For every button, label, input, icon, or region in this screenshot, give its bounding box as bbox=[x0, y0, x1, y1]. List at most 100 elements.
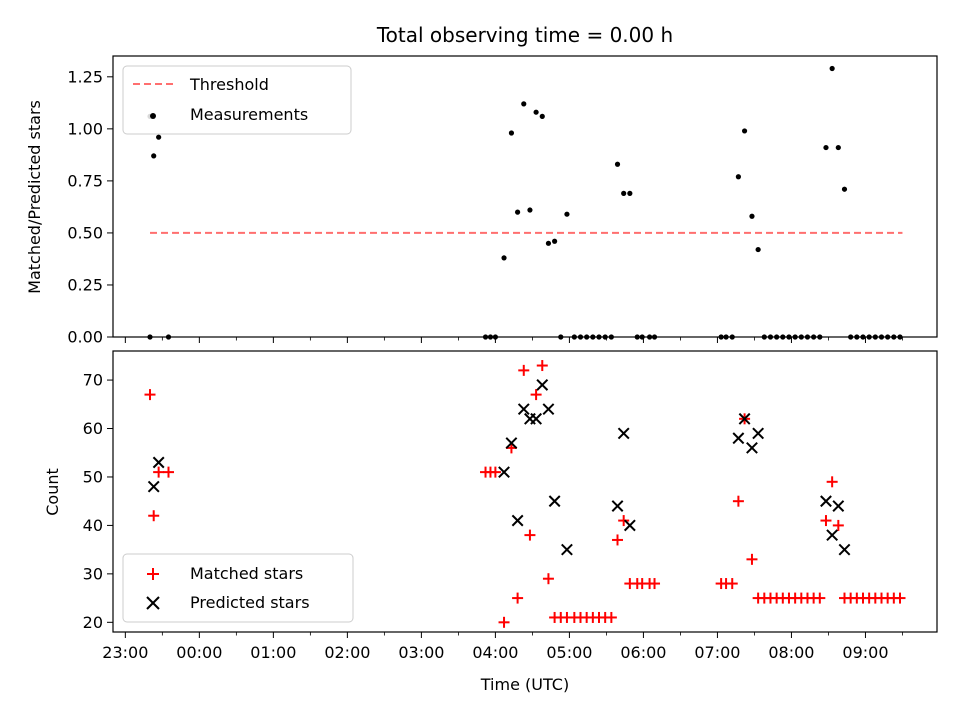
measurement-point bbox=[539, 113, 545, 119]
measurement-point bbox=[501, 255, 507, 261]
counts-x-tick-label: 01:00 bbox=[250, 643, 296, 662]
counts-y-axis-label: Count bbox=[43, 468, 62, 516]
matched-star-point bbox=[726, 578, 738, 590]
predicted-star-point bbox=[611, 500, 624, 512]
counts-panel: 20 30 40 50 60 70 23:00 00:00 01:00 02:00 03:00 04… bbox=[43, 350, 938, 694]
matched-star-point bbox=[814, 592, 826, 604]
matched-star-point bbox=[518, 364, 530, 376]
counts-legend: Matched stars Predicted stars bbox=[122, 553, 354, 623]
measurement-point bbox=[545, 240, 552, 246]
measurement-point bbox=[841, 186, 848, 192]
predicted-legend-label: Predicted stars bbox=[190, 593, 310, 612]
counts-marks bbox=[144, 360, 906, 628]
measurement-point bbox=[735, 174, 742, 180]
ratio-y-tick-label: 1.25 bbox=[67, 67, 103, 86]
ratio-y-axis-label: Matched/Predicted stars bbox=[25, 100, 44, 294]
chart-title: Total observing time = 0.00 h bbox=[376, 23, 673, 47]
predicted-star-point bbox=[838, 543, 851, 556]
predicted-star-point bbox=[517, 403, 530, 416]
matched-star-point bbox=[649, 578, 661, 590]
predicted-star-point bbox=[542, 403, 555, 416]
matched-star-point bbox=[153, 466, 165, 478]
matched-star-point bbox=[536, 360, 548, 372]
measurement-point bbox=[741, 128, 748, 134]
counts-x-tick-label: 02:00 bbox=[324, 643, 370, 662]
ratio-axes-frame bbox=[112, 55, 938, 338]
matched-star-point bbox=[524, 529, 536, 541]
measurement-point bbox=[508, 130, 515, 136]
predicted-star-point bbox=[832, 500, 845, 512]
counts-x-tick-label: 08:00 bbox=[768, 643, 814, 662]
measurement-point bbox=[835, 144, 841, 151]
matched-star-point bbox=[542, 573, 554, 585]
matched-star-point bbox=[148, 510, 160, 522]
measurement-point bbox=[514, 209, 521, 215]
measurement-point bbox=[749, 213, 755, 219]
predicted-star-point bbox=[732, 432, 745, 445]
measurement-point bbox=[823, 144, 829, 151]
counts-x-tick-label: 09:00 bbox=[842, 643, 888, 662]
predicted-star-point bbox=[561, 543, 573, 556]
counts-y-ticks: 20 30 40 50 60 70 bbox=[83, 371, 113, 632]
counts-x-tick-label: 07:00 bbox=[694, 643, 740, 662]
measurements-legend-swatch bbox=[150, 113, 156, 119]
threshold-legend-label: Threshold bbox=[189, 75, 269, 94]
matched-star-point bbox=[605, 611, 617, 623]
ratio-x-ticks bbox=[124, 337, 903, 343]
measurement-point bbox=[533, 109, 539, 115]
predicted-star-point bbox=[623, 519, 636, 532]
counts-x-tick-label: 03:00 bbox=[398, 643, 444, 662]
matched-star-point bbox=[832, 519, 844, 531]
matched-star-point bbox=[612, 534, 624, 546]
counts-y-tick-label: 20 bbox=[83, 613, 103, 632]
predicted-star-point bbox=[152, 456, 165, 469]
predicted-star-point bbox=[511, 514, 524, 527]
predicted-star-point bbox=[826, 529, 839, 542]
predicted-star-point bbox=[752, 427, 765, 440]
counts-y-tick-label: 60 bbox=[83, 419, 103, 438]
counts-y-tick-label: 30 bbox=[83, 564, 103, 583]
predicted-legend-swatch bbox=[146, 596, 160, 610]
measurement-point bbox=[627, 190, 633, 196]
counts-y-tick-label: 70 bbox=[83, 371, 103, 390]
matched-star-point bbox=[489, 466, 501, 478]
matched-star-point bbox=[530, 389, 542, 401]
matched-star-point bbox=[163, 466, 175, 478]
ratio-y-tick-label: 1.00 bbox=[67, 119, 103, 138]
x-axis-label: Time (UTC) bbox=[480, 675, 569, 694]
matched-star-point bbox=[894, 592, 906, 604]
predicted-star-point bbox=[548, 495, 561, 508]
counts-x-tick-label: 00:00 bbox=[176, 643, 222, 662]
matched-star-point bbox=[498, 616, 510, 628]
matched-star-point bbox=[826, 476, 838, 488]
counts-x-tick-label: 05:00 bbox=[546, 643, 592, 662]
measurements-legend-label: Measurements bbox=[190, 105, 308, 124]
counts-x-ticks: 23:00 00:00 01:00 02:00 03:00 04:00 05:00 06:00… bbox=[102, 632, 903, 662]
predicted-star-point bbox=[147, 480, 160, 493]
measurement-point bbox=[156, 134, 162, 140]
predicted-star-point bbox=[820, 495, 832, 508]
predicted-star-point bbox=[738, 412, 751, 425]
measurement-point bbox=[552, 238, 558, 244]
counts-y-tick-label: 40 bbox=[83, 516, 103, 535]
counts-x-tick-label: 06:00 bbox=[620, 643, 666, 662]
matched-star-point bbox=[732, 495, 744, 507]
counts-legend-box bbox=[122, 553, 354, 623]
measurement-point bbox=[621, 190, 627, 196]
ratio-y-tick-label: 0.25 bbox=[67, 275, 103, 294]
measurement-point bbox=[829, 65, 835, 72]
counts-x-tick-label: 04:00 bbox=[472, 643, 518, 662]
matched-star-point bbox=[512, 592, 524, 604]
measurement-point bbox=[755, 246, 761, 253]
measurement-point bbox=[521, 101, 527, 107]
counts-axes-frame bbox=[112, 350, 938, 633]
ratio-y-ticks: 0.00 0.25 0.50 0.75 1.00 1.25 bbox=[67, 67, 113, 347]
predicted-star-point bbox=[505, 437, 518, 449]
matched-legend-swatch bbox=[147, 568, 159, 580]
predicted-star-point bbox=[530, 412, 543, 425]
measurement-point bbox=[614, 161, 621, 167]
counts-x-tick-label: 23:00 bbox=[102, 643, 148, 662]
predicted-star-point bbox=[617, 427, 630, 440]
measurement-point bbox=[527, 207, 533, 213]
